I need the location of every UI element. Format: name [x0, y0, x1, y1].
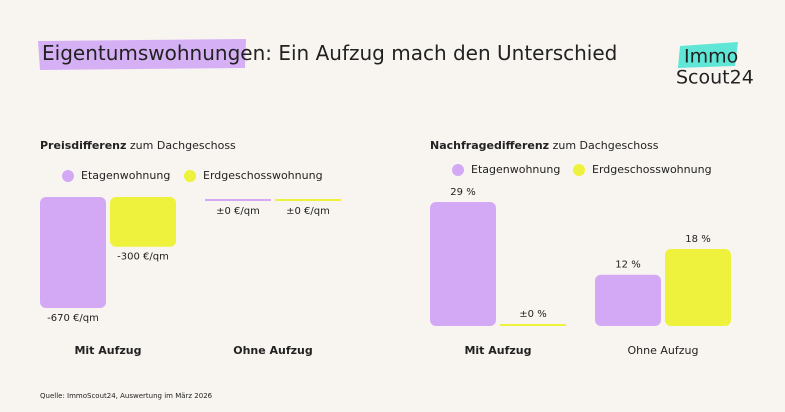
legend-marker [184, 170, 196, 182]
logo-line2: Scout24 [676, 67, 754, 89]
bar [665, 249, 731, 326]
title-highlight-text: Eigentumswohnungen: [42, 41, 272, 65]
x-category-label: Mit Aufzug [74, 344, 141, 357]
logo-highlight [678, 42, 738, 68]
bar [430, 202, 496, 326]
legend-label: Etagenwohnung [471, 163, 560, 176]
source: Quelle: ImmoScout24, Auswertung im März … [40, 392, 213, 400]
value-label: 18 % [685, 234, 710, 245]
legend-marker [62, 170, 74, 182]
page-title: Eigentumswohnungen: Ein Aufzug mach den … [42, 41, 617, 65]
value-label: ±0 % [519, 309, 546, 320]
value-label: -670 €/qm [47, 313, 99, 324]
value-label: ±0 €/qm [286, 206, 330, 217]
bar [275, 199, 341, 201]
x-category-label: Ohne Aufzug [233, 344, 313, 357]
value-label: ±0 €/qm [216, 206, 260, 217]
chart-title-bold: Nachfragedifferenz [430, 139, 549, 152]
legend-label: Erdgeschosswohnung [203, 169, 323, 182]
title-highlight [38, 39, 246, 70]
chart-title-rest: zum Dachgeschoss [553, 139, 659, 152]
title-rest: Ein Aufzug mach den Unterschied [278, 41, 617, 65]
value-label: 29 % [450, 187, 475, 198]
bar [40, 197, 106, 308]
bar [110, 197, 176, 247]
legend-marker [452, 164, 464, 176]
chart-title-rest: zum Dachgeschoss [130, 139, 236, 152]
bar [500, 324, 566, 326]
legend-label: Etagenwohnung [81, 169, 170, 182]
x-category-label: Mit Aufzug [464, 344, 531, 357]
value-label: 12 % [615, 260, 640, 271]
value-label: -300 €/qm [117, 252, 169, 263]
legend-label: Erdgeschosswohnung [592, 163, 712, 176]
legend-marker [573, 164, 585, 176]
x-category-label: Ohne Aufzug [628, 344, 699, 357]
bar [205, 199, 271, 201]
chart-title: Nachfragedifferenz zum Dachgeschoss [430, 139, 659, 152]
chart-title: Preisdifferenz zum Dachgeschoss [40, 139, 236, 152]
logo-line1: Immo [684, 46, 738, 68]
bar [595, 274, 661, 326]
chart-title-bold: Preisdifferenz [40, 139, 126, 152]
